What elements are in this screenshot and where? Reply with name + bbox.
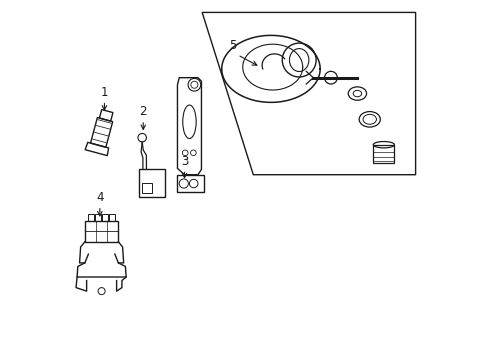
Text: 3: 3 bbox=[181, 155, 188, 168]
Bar bbox=[85, 221, 118, 242]
Text: 4: 4 bbox=[96, 191, 103, 204]
Bar bbox=[139, 170, 164, 197]
Bar bbox=[95, 214, 101, 221]
Bar bbox=[372, 145, 394, 163]
Bar bbox=[142, 183, 152, 193]
Text: 1: 1 bbox=[101, 86, 108, 99]
Bar bbox=[176, 175, 204, 192]
Text: 5: 5 bbox=[229, 39, 236, 52]
Bar bbox=[88, 214, 94, 221]
Bar bbox=[102, 214, 108, 221]
Bar bbox=[109, 214, 115, 221]
Text: 2: 2 bbox=[139, 105, 147, 118]
